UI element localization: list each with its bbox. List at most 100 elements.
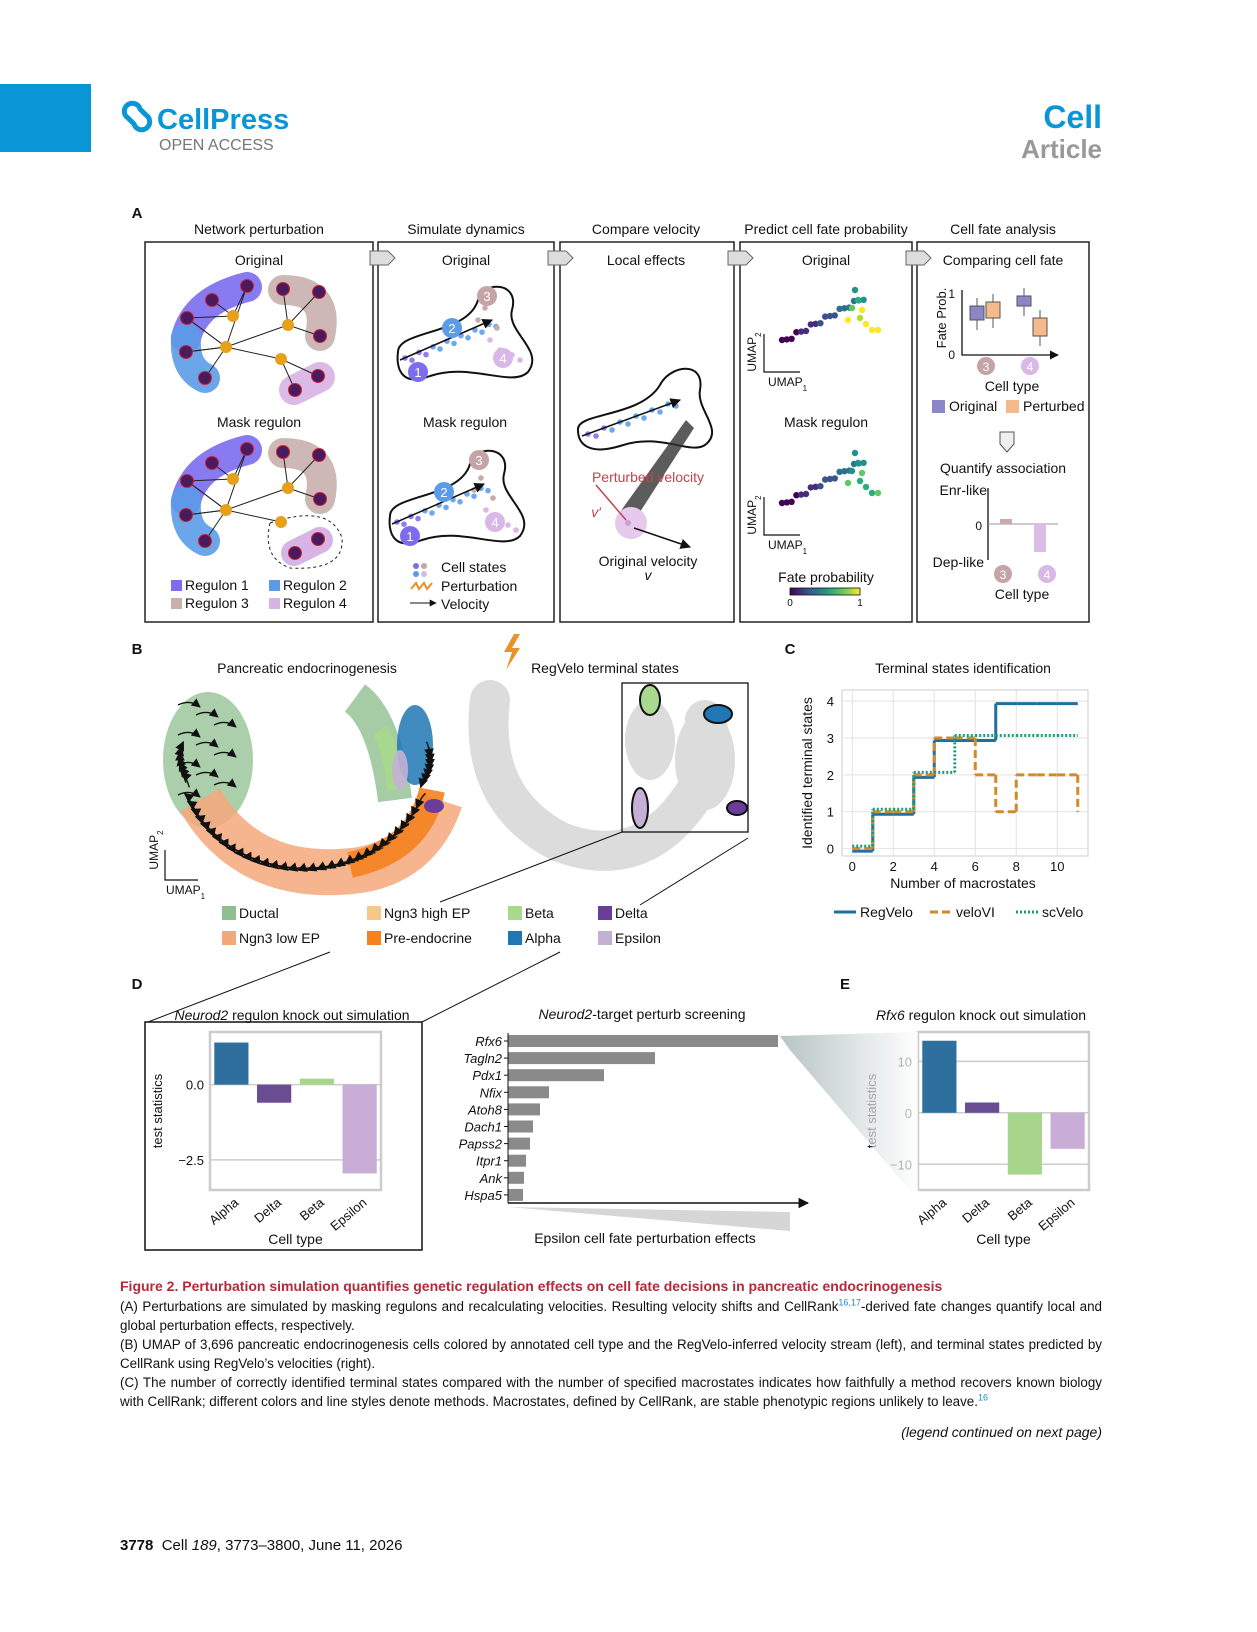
target-gene [311,369,325,383]
legend-bolt [410,581,433,591]
caption-text: (A) Perturbations are simulated by maski… [120,1299,839,1314]
y-tick-label: 0 [827,842,834,857]
state-number: 2 [448,321,455,336]
umap-cell [841,468,848,475]
label-part: regulon knock out simulation [905,1007,1086,1023]
colorbar [789,587,861,596]
regulation-edge [186,315,234,319]
label-part: 1 [803,547,808,556]
state-number: 4 [1044,568,1051,582]
y-tick-label: Papss2 [459,1137,503,1152]
cell [471,493,477,500]
panel-label: D [132,976,143,993]
panel-box [739,241,913,623]
terminal-state [631,787,649,829]
mini-axes [961,290,1059,360]
label-part: Neurod2 [538,1006,592,1022]
legend-dot [421,571,427,577]
cell [451,340,457,347]
citation: , 3773–3800, June 11, 2026 [216,1537,403,1554]
legend-swatch [222,931,236,945]
axis-label: Fate Prob. [934,288,949,349]
umap-background [675,710,735,810]
state-number: 3 [983,360,990,374]
transcription-factor [282,482,294,494]
velocity-stream [195,768,219,778]
perturbed-arrow [595,484,627,521]
cluster [392,750,408,790]
target-gene [179,345,193,359]
y-tick-label: 0 [975,519,982,533]
column-subtitle: Mask regulon [217,414,301,430]
umap-cell [788,498,795,505]
legend-label: Original [949,398,997,414]
x-tick-label: 8 [1013,859,1020,874]
brand-logo [121,100,153,133]
legend-label: Regulon 4 [283,595,347,611]
column-subtitle: Local effects [607,252,685,268]
umap-cell [856,314,864,322]
zoom-link [639,837,749,906]
state-circle [493,348,513,368]
label-part: -target perturb screening [592,1006,745,1022]
legend-swatch [932,400,945,413]
umap-cell [788,335,795,342]
reference[interactable]: 16,17 [838,1297,861,1308]
panel-label: E [840,976,850,993]
plot-frame [841,689,1089,857]
legend-dot [421,563,427,569]
cell [517,357,523,363]
cell [401,521,407,527]
column-title: Network perturbation [194,221,324,237]
state-circle [442,318,462,338]
cell [443,504,449,511]
panel-box [144,1021,423,1251]
state-circle [408,362,428,382]
label-part: regulon knock out simulation [228,1007,409,1023]
journal: Cell [161,1537,188,1554]
column-title: Compare velocity [592,221,700,237]
transcription-factor [227,310,239,322]
bar [508,1171,524,1184]
transcription-factor [220,504,232,516]
regulation-edge [225,324,289,348]
umap-cell [854,296,862,304]
cell [505,522,511,528]
caption-text: -derived fate changes quantify local and… [120,1299,1102,1333]
axis-label: Identified terminal states [799,697,815,849]
bar [508,1103,540,1116]
state-number: 1 [406,529,413,544]
zoom-cone [620,420,694,512]
label-part: UMAP [147,835,161,870]
terminal-state [726,800,748,816]
connector-arrow [547,250,574,266]
velocity-stream [181,771,192,788]
axis-label: UMAP2 [745,332,763,372]
zoom-link [421,951,561,1023]
legend-swatch [598,931,612,945]
state-number: 1 [414,365,421,380]
y-tick-label: −2.5 [178,1153,204,1168]
umap-cell [807,484,814,491]
y-tick-label: 1 [827,805,834,820]
panel-box [559,241,735,623]
legend-label: RegVelo [860,904,913,920]
cell [415,515,421,522]
transcription-factor [282,319,294,331]
bar [508,1035,778,1047]
target-gene [312,285,326,299]
legend-swatch [598,906,612,920]
volume: 189 [191,1537,217,1554]
reference[interactable]: 16 [977,1392,988,1403]
label-part: UMAP [166,883,201,897]
legend-label: Ductal [239,905,279,921]
umap-cell [858,306,866,314]
velocity-arrow [581,398,681,437]
cell [429,510,435,516]
legend-label: Cell states [441,559,506,575]
panel-title: Pancreatic endocrinogenesis [217,660,397,676]
x-tick-label: Delta [959,1194,992,1225]
umap-cell [836,468,843,475]
original-arrow [633,527,691,549]
